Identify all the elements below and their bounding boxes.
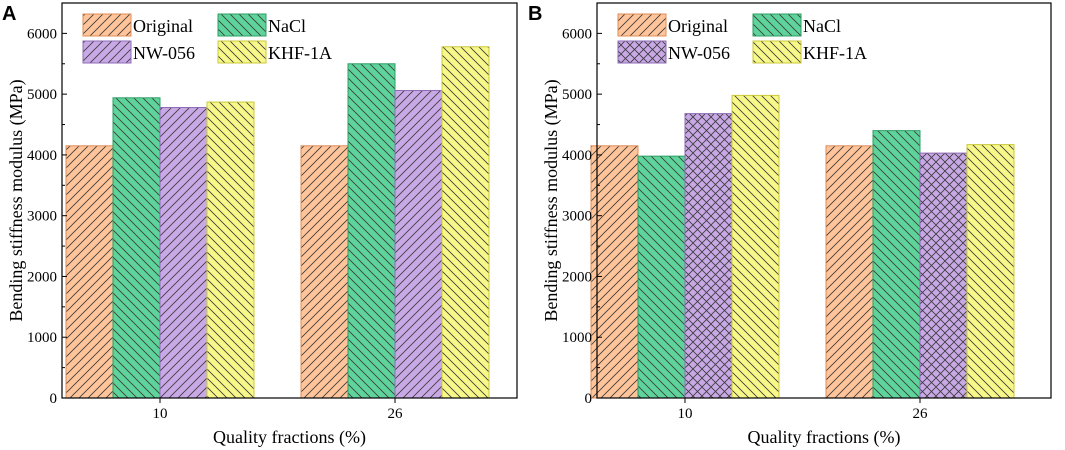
y-tick-label: 5000 [562,87,592,103]
legend-swatch-khf-1a [752,40,802,64]
bar-nacl-26 [872,130,921,399]
y-tick-label: 4000 [27,148,57,164]
y-axis-title: Bending stiffness modulus (MPa) [541,79,562,321]
panel-label: A [2,3,16,25]
bar-original-10 [590,145,639,399]
y-tick-label: 3000 [562,209,592,225]
y-tick-label: 1000 [562,330,592,346]
legend-label-nw-056: NW-056 [133,43,195,63]
bar-khf-1a-10 [731,94,780,399]
chart-panel-b: 10 26 0 1000 2000 3000 4000 5000 6000 Quality fra… [528,2,1052,448]
bar-nw-056-26 [394,90,443,399]
y-tick-label: 0 [50,391,58,407]
x-tick-label: 10 [678,406,693,422]
legend-swatch-khf-1a [217,40,267,64]
bar-original-10 [65,145,114,399]
legend-swatch-original [82,13,132,37]
legend-label-nacl: NaCl [268,16,306,36]
legend-label-original: Original [668,16,728,36]
x-axis-title: Quality fractions (%) [748,427,901,448]
plot-frame [596,2,1052,399]
y-tick-label: 3000 [27,209,57,225]
legend-label-khf-1a: KHF-1A [268,43,332,63]
legend-label-nacl: NaCl [803,16,841,36]
legend-swatch-original [617,13,667,37]
legend-label-original: Original [133,16,193,36]
y-tick-label: 1000 [27,330,57,346]
legend-swatch-nw-056 [82,40,132,64]
y-tick-label: 6000 [562,26,592,42]
y-tick-label: 4000 [562,148,592,164]
bar-khf-1a-26 [441,46,490,399]
legend-swatch-nw-056 [617,40,667,64]
legend: Original NaCl NW-056 KHF-1A [82,13,332,64]
bar-nacl-26 [347,63,396,399]
y-tick-label: 0 [585,391,593,407]
bar-nw-056-10 [159,107,208,399]
bar-original-26 [825,145,874,399]
x-tick-label: 10 [153,406,168,422]
x-tick-label: 26 [388,406,404,422]
legend-swatch-nacl [752,13,802,37]
bar-original-26 [300,145,349,399]
bar-khf-1a-26 [966,144,1015,399]
y-tick-label: 2000 [27,269,57,285]
legend-label-nw-056: NW-056 [668,43,730,63]
bar-nacl-10 [112,97,161,399]
y-tick-label: 2000 [562,269,592,285]
legend: Original NaCl NW-056 KHF-1A [617,13,867,64]
legend-swatch-nacl [217,13,267,37]
panel-label: B [528,3,542,25]
bar-khf-1a-10 [206,101,255,399]
y-axis-title: Bending stiffness modulus (MPa) [6,79,27,321]
plot-frame [61,2,518,399]
chart-panel-a: 10 26 0 1000 2000 3000 4000 5000 6000 Quality fra… [2,2,518,448]
bar-nw-056-26 [919,152,968,399]
y-tick-label: 6000 [27,26,57,42]
y-tick-label: 5000 [27,87,57,103]
x-tick-label: 26 [913,406,929,422]
bar-nw-056-10 [684,113,733,399]
x-axis-title: Quality fractions (%) [213,427,366,448]
legend-label-khf-1a: KHF-1A [803,43,867,63]
bar-nacl-10 [637,155,686,399]
